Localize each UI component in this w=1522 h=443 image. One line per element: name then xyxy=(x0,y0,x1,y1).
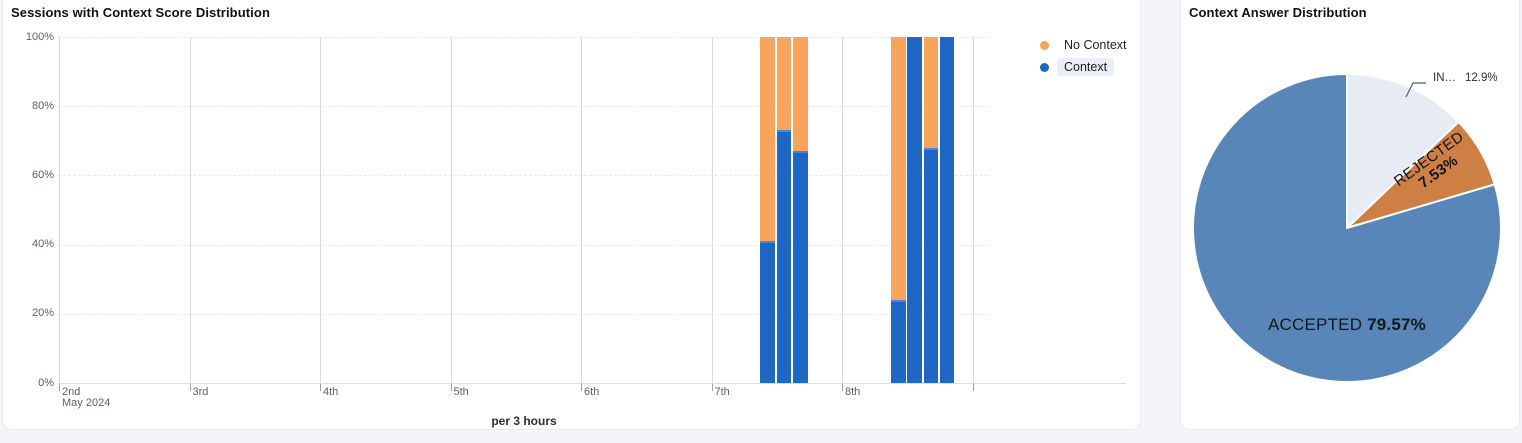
x-axis-line xyxy=(58,383,1126,384)
pie-label-accepted-pct: 79.57% xyxy=(1367,315,1426,334)
x-axis-tick-label: 2nd xyxy=(62,386,81,398)
x-axis-tick-label: 4th xyxy=(323,386,339,398)
x-gridline xyxy=(59,37,60,383)
legend-label: No Context xyxy=(1064,38,1127,52)
bar-segment-context-3[interactable] xyxy=(890,299,906,383)
x-axis-tick-label: 3rd xyxy=(192,386,209,398)
y-axis-tick-label: 0% xyxy=(38,376,54,389)
pie-callout-inconclusive: IN… 12.9% xyxy=(1433,72,1498,84)
y-gridline xyxy=(58,37,988,38)
y-gridline xyxy=(58,106,988,108)
y-axis-tick-label: 40% xyxy=(31,238,54,251)
sessions-context-panel: Sessions with Context Score Distribution… xyxy=(2,0,1141,430)
x-axis-tick xyxy=(59,383,60,391)
pie-callout-pct: 12.9% xyxy=(1465,72,1498,84)
y-axis-tick-label: 80% xyxy=(31,99,54,112)
x-gridline xyxy=(450,37,452,383)
bar-segment-context-1[interactable] xyxy=(776,130,792,383)
x-gridline xyxy=(972,37,974,383)
bar-segment-context-5[interactable] xyxy=(923,147,939,383)
pie-label-accepted: ACCEPTED 79.57% xyxy=(1181,315,1513,335)
pie-chart xyxy=(1192,72,1502,383)
pie-slice-in[interactable] xyxy=(1346,72,1461,231)
bar-segment-no-context-1[interactable] xyxy=(776,37,792,131)
y-axis-tick-label: 60% xyxy=(31,168,54,181)
pie-slice-accepted[interactable] xyxy=(1192,72,1502,383)
x-axis-tick-label: 7th xyxy=(714,386,730,398)
x-gridline xyxy=(581,37,582,383)
x-gridline xyxy=(189,37,191,383)
y-gridline xyxy=(58,175,988,177)
bar-chart-plot: 0% 20% 40% 60% 80% 100% 2nd May 2024 3rd 4th 5th 6t… xyxy=(3,0,1142,430)
bar-segment-context-6[interactable] xyxy=(939,37,955,383)
context-answer-panel: Context Answer Distribution IN… 12.9% RE… xyxy=(1180,0,1520,430)
x-axis-tick xyxy=(189,383,191,391)
x-axis-tick xyxy=(320,383,321,391)
x-axis-tick xyxy=(842,383,843,391)
bar-chart-title: Sessions with Context Score Distribution xyxy=(11,5,270,20)
legend-dot xyxy=(1040,40,1049,50)
y-gridline xyxy=(58,244,988,246)
y-axis-tick-label: 20% xyxy=(31,307,54,320)
legend-item-no-context[interactable]: No Context xyxy=(1040,34,1134,56)
legend-item-context[interactable]: Context xyxy=(1040,56,1134,78)
legend-label: Context xyxy=(1057,58,1115,76)
x-axis-unit-label: per 3 hours xyxy=(491,414,557,428)
x-axis-tick-label: 8th xyxy=(845,386,861,398)
x-axis-tick xyxy=(581,383,582,391)
x-axis-month-label: May 2024 xyxy=(62,397,111,409)
bar-segment-context-0[interactable] xyxy=(760,241,776,383)
x-axis-tick xyxy=(711,383,713,391)
x-axis-tick xyxy=(450,383,452,391)
y-axis-tick-label: 100% xyxy=(25,30,54,43)
y-gridline xyxy=(58,313,988,315)
x-gridline xyxy=(842,37,843,383)
pie-label-accepted-text: ACCEPTED xyxy=(1268,315,1363,334)
x-gridline xyxy=(320,37,321,383)
x-axis-tick-label: 6th xyxy=(584,386,600,398)
x-gridline xyxy=(711,37,713,383)
bar-segment-no-context-3[interactable] xyxy=(890,37,906,300)
x-axis-tick xyxy=(972,383,974,391)
bar-segment-no-context-5[interactable] xyxy=(923,37,939,148)
pie-callout-leader-line xyxy=(1405,82,1426,98)
pie-callout-label: IN… xyxy=(1433,72,1456,84)
bar-chart-legend: No Context Context xyxy=(1040,34,1134,78)
bar-segment-context-2[interactable] xyxy=(793,151,808,383)
bar-segment-no-context-2[interactable] xyxy=(793,37,808,152)
bar-segment-no-context-0[interactable] xyxy=(760,37,776,242)
legend-dot xyxy=(1040,62,1049,72)
pie-chart-title: Context Answer Distribution xyxy=(1189,5,1367,20)
x-axis-tick-label: 5th xyxy=(453,386,469,398)
bar-segment-context-4[interactable] xyxy=(907,37,922,383)
